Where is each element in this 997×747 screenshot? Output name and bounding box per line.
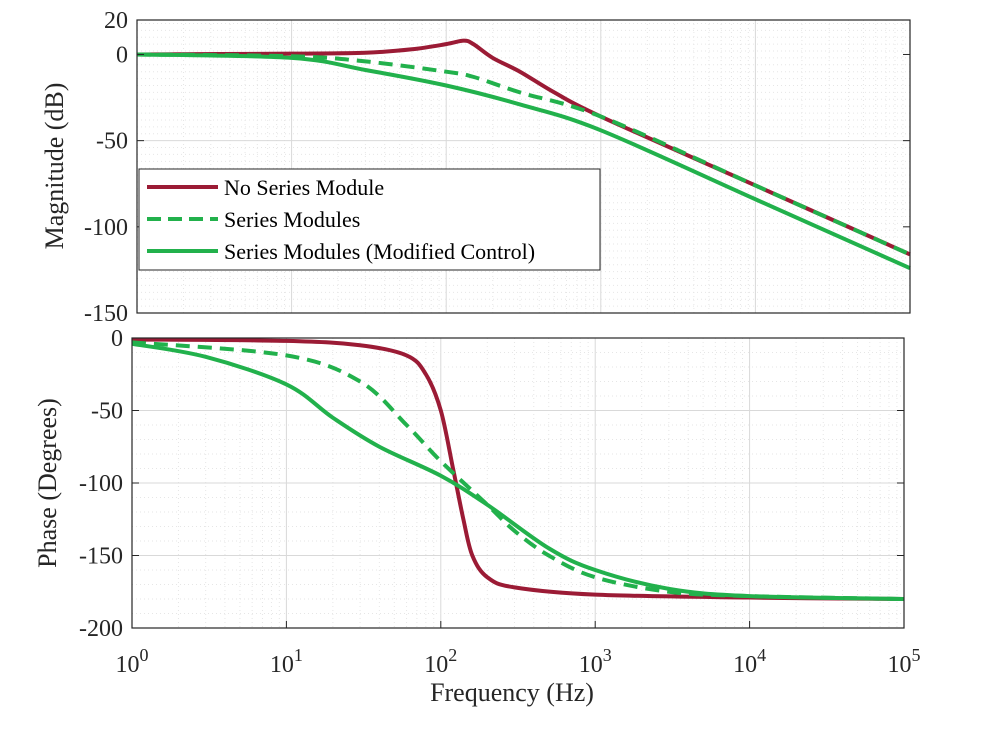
y-tick-label: -50 <box>91 399 123 425</box>
legend: No Series Module Series Modules Series M… <box>138 168 601 271</box>
y-tick-label: 20 <box>104 8 128 34</box>
y-tick-label: -100 <box>79 471 123 497</box>
magnitude-axes-box <box>136 19 911 314</box>
legend-label-no-series-module: No Series Module <box>224 175 384 200</box>
magnitude-y-ticks: 20 0 -50 -100 -150 <box>84 8 910 327</box>
phase-y-axis-label: Phase (Degrees) <box>33 398 62 568</box>
y-tick-label: 0 <box>116 42 128 68</box>
y-tick-label: -50 <box>96 129 128 155</box>
phase-series-no-series-module <box>131 337 905 601</box>
magnitude-series-series-modules <box>136 52 911 257</box>
x-tick-label: 104 <box>733 645 766 678</box>
y-tick-label: -200 <box>79 616 123 642</box>
phase-x-ticks: 100 101 102 103 104 105 <box>116 621 921 678</box>
legend-label-series-modules-modified-control: Series Modules (Modified Control) <box>224 239 535 264</box>
magnitude-panel: 20 0 -50 -100 -150 Magnitude (dB) No Series … <box>40 8 911 327</box>
y-tick-label: -100 <box>84 215 128 241</box>
phase-panel: 0 -50 -100 -150 -200 100 101 102 103 104 105 Phas… <box>33 326 921 707</box>
y-tick-label: -150 <box>79 544 123 570</box>
phase-y-ticks: 0 -50 -100 -150 -200 <box>79 326 904 642</box>
phase-series-series-modules-modified-control <box>131 341 905 601</box>
y-tick-label: 0 <box>111 326 123 352</box>
magnitude-series-series-modules-modified-control <box>136 52 911 271</box>
x-tick-label: 101 <box>270 645 303 678</box>
x-tick-label: 102 <box>424 645 457 678</box>
magnitude-series <box>136 38 911 271</box>
phase-series <box>131 337 905 601</box>
x-tick-label: 100 <box>116 645 149 678</box>
x-axis-label: Frequency (Hz) <box>430 678 594 707</box>
x-tick-label: 105 <box>888 645 921 678</box>
magnitude-y-axis-label: Magnitude (dB) <box>40 83 69 250</box>
y-tick-label: -150 <box>84 301 128 327</box>
x-tick-label: 103 <box>579 645 612 678</box>
legend-label-series-modules: Series Modules <box>224 207 360 232</box>
